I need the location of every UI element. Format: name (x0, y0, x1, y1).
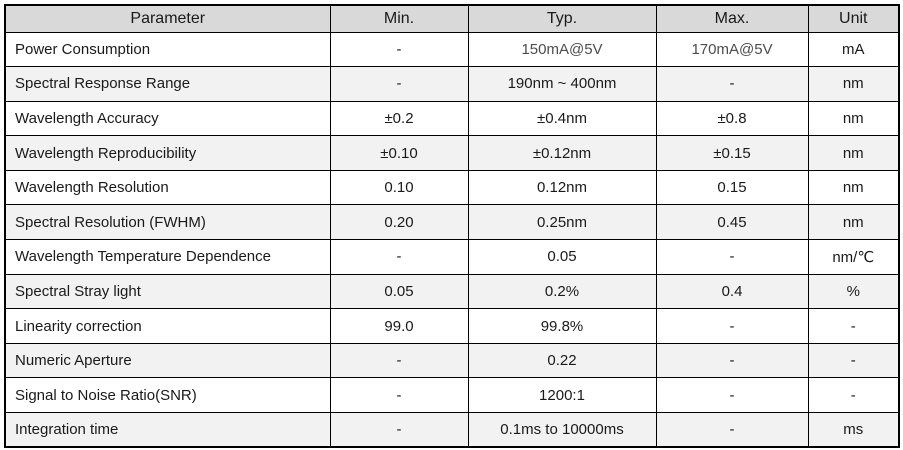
cell-parameter: Spectral Response Range (4, 66, 331, 102)
column-header-max: Max. (655, 4, 809, 33)
column-header-parameter: Parameter (4, 4, 331, 33)
cell-max: - (655, 308, 809, 344)
cell-min: - (329, 342, 469, 379)
cell-unit: nm (807, 169, 900, 206)
table-row: Wavelength Resolution 0.10 0.12nm 0.15 n… (4, 169, 900, 206)
table-row: Spectral Resolution (FWHM) 0.20 0.25nm 0… (4, 204, 900, 241)
cell-typ: 190nm ~ 400nm (467, 66, 657, 102)
cell-parameter: Wavelength Reproducibility (4, 135, 331, 171)
cell-unit: - (807, 308, 900, 344)
cell-max: ±0.8 (655, 100, 809, 137)
table-row: Power Consumption - 150mA@5V 170mA@5V mA (4, 31, 900, 68)
table-row: Spectral Stray light 0.05 0.2% 0.4 % (4, 273, 900, 310)
cell-unit: - (807, 377, 900, 414)
column-header-min: Min. (329, 4, 469, 33)
cell-max: - (655, 412, 809, 448)
cell-max: ±0.15 (655, 135, 809, 171)
cell-typ: ±0.4nm (467, 100, 657, 137)
cell-max: 0.15 (655, 169, 809, 206)
cell-min: - (329, 239, 469, 275)
table-header: Parameter Min. Typ. Max. Unit (4, 4, 900, 33)
cell-max: 0.45 (655, 204, 809, 241)
cell-typ: 0.2% (467, 273, 657, 310)
cell-unit: mA (807, 31, 900, 68)
cell-typ: 0.05 (467, 239, 657, 275)
table-body: Power Consumption - 150mA@5V 170mA@5V mA… (4, 31, 900, 448)
cell-typ: 99.8% (467, 308, 657, 344)
cell-parameter: Wavelength Resolution (4, 169, 331, 206)
cell-unit: - (807, 342, 900, 379)
cell-parameter: Wavelength Accuracy (4, 100, 331, 137)
header-row: Parameter Min. Typ. Max. Unit (4, 4, 900, 33)
cell-typ: ±0.12nm (467, 135, 657, 171)
cell-min: - (329, 66, 469, 102)
cell-max: - (655, 342, 809, 379)
cell-unit: nm/℃ (807, 239, 900, 275)
cell-min: - (329, 377, 469, 414)
cell-parameter: Spectral Stray light (4, 273, 331, 310)
cell-unit: % (807, 273, 900, 310)
cell-parameter: Numeric Aperture (4, 342, 331, 379)
cell-max: 0.4 (655, 273, 809, 310)
cell-min: - (329, 31, 469, 68)
cell-parameter: Power Consumption (4, 31, 331, 68)
table-row: Linearity correction 99.0 99.8% - - (4, 308, 900, 344)
cell-max: - (655, 239, 809, 275)
cell-unit: nm (807, 204, 900, 241)
cell-max: 170mA@5V (655, 31, 809, 68)
cell-unit: nm (807, 100, 900, 137)
cell-typ: 0.22 (467, 342, 657, 379)
cell-min: 99.0 (329, 308, 469, 344)
specification-table: Parameter Min. Typ. Max. Unit Power Cons… (4, 4, 900, 449)
cell-unit: nm (807, 135, 900, 171)
cell-max: - (655, 66, 809, 102)
cell-parameter: Linearity correction (4, 308, 331, 344)
cell-typ: 0.1ms to 10000ms (467, 412, 657, 448)
cell-parameter: Integration time (4, 412, 331, 448)
cell-typ: 0.12nm (467, 169, 657, 206)
cell-unit: ms (807, 412, 900, 448)
table-row: Integration time - 0.1ms to 10000ms - ms (4, 412, 900, 448)
cell-min: ±0.10 (329, 135, 469, 171)
cell-parameter: Wavelength Temperature Dependence (4, 239, 331, 275)
cell-max: - (655, 377, 809, 414)
table-row: Numeric Aperture - 0.22 - - (4, 342, 900, 379)
cell-min: 0.10 (329, 169, 469, 206)
table-row: Signal to Noise Ratio(SNR) - 1200:1 - - (4, 377, 900, 414)
table-row: Spectral Response Range - 190nm ~ 400nm … (4, 66, 900, 102)
column-header-typ: Typ. (467, 4, 657, 33)
cell-min: ±0.2 (329, 100, 469, 137)
column-header-unit: Unit (807, 4, 900, 33)
cell-min: 0.20 (329, 204, 469, 241)
cell-unit: nm (807, 66, 900, 102)
cell-min: 0.05 (329, 273, 469, 310)
table-row: Wavelength Reproducibility ±0.10 ±0.12nm… (4, 135, 900, 171)
table-row: Wavelength Accuracy ±0.2 ±0.4nm ±0.8 nm (4, 100, 900, 137)
cell-min: - (329, 412, 469, 448)
table-row: Wavelength Temperature Dependence - 0.05… (4, 239, 900, 275)
cell-typ: 150mA@5V (467, 31, 657, 68)
cell-parameter: Spectral Resolution (FWHM) (4, 204, 331, 241)
cell-parameter: Signal to Noise Ratio(SNR) (4, 377, 331, 414)
cell-typ: 0.25nm (467, 204, 657, 241)
cell-typ: 1200:1 (467, 377, 657, 414)
